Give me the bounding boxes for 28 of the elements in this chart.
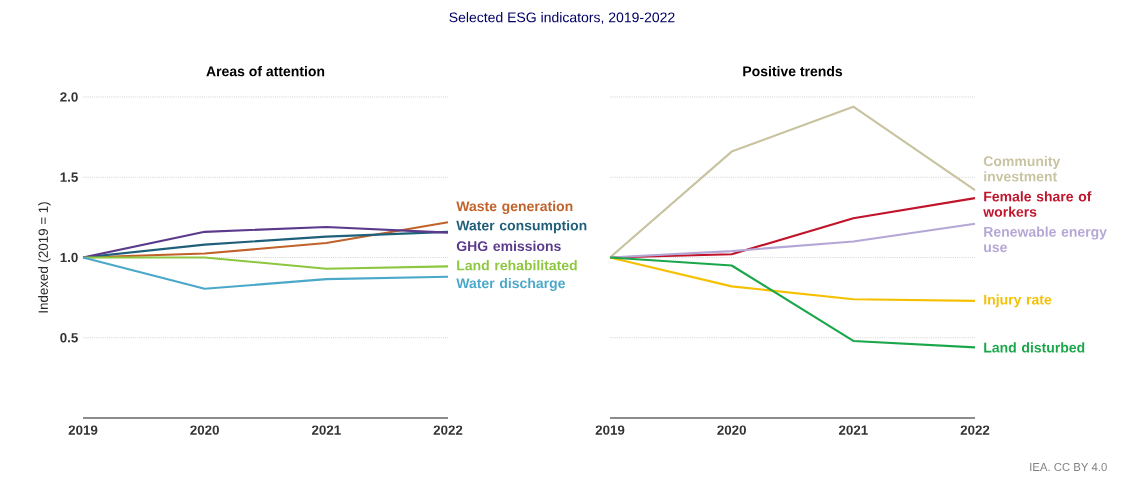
x-tick-label: 2022 — [960, 425, 990, 435]
series-label: Renewable energy use — [984, 226, 1107, 253]
x-tick-label: 2021 — [838, 425, 868, 435]
series-label: Water discharge — [456, 277, 565, 292]
series-label: Community investment — [983, 155, 1061, 182]
series-label: GHG emissions — [456, 240, 561, 252]
y-tick-label: 1.0 — [60, 252, 78, 263]
y-tick-label: 2.0 — [60, 92, 78, 102]
x-tick-label: 2019 — [595, 425, 625, 435]
x-tick-label: 2019 — [68, 425, 98, 435]
series-label: Female share of workers — [983, 191, 1092, 217]
series-label: Land rehabilitated — [457, 260, 577, 271]
x-tick-label: 2020 — [190, 425, 219, 435]
text: Selected ESG indicators, 2019-2022 — [449, 12, 675, 24]
x-tick-label: 2020 — [717, 425, 746, 435]
y-tick-label: 0.5 — [60, 333, 78, 343]
text: IEA. CC BY 4.0 — [1030, 463, 1107, 472]
chart-subtitle: Areas of attention — [206, 66, 325, 77]
series-label: Water consumption — [456, 220, 587, 234]
series-label: Waste generation — [456, 200, 573, 214]
chart-subtitle: Positive trends — [743, 66, 843, 77]
series-label: Injury rate — [984, 294, 1052, 308]
y-tick-label: 1.5 — [60, 172, 78, 182]
x-tick-label: 2022 — [433, 425, 463, 435]
series-label: Land disturbed — [984, 342, 1085, 353]
line-series — [81, 256, 450, 290]
y-axis-title: Indexed (2019 = 1) — [38, 202, 51, 313]
x-tick-label: 2021 — [311, 425, 341, 435]
